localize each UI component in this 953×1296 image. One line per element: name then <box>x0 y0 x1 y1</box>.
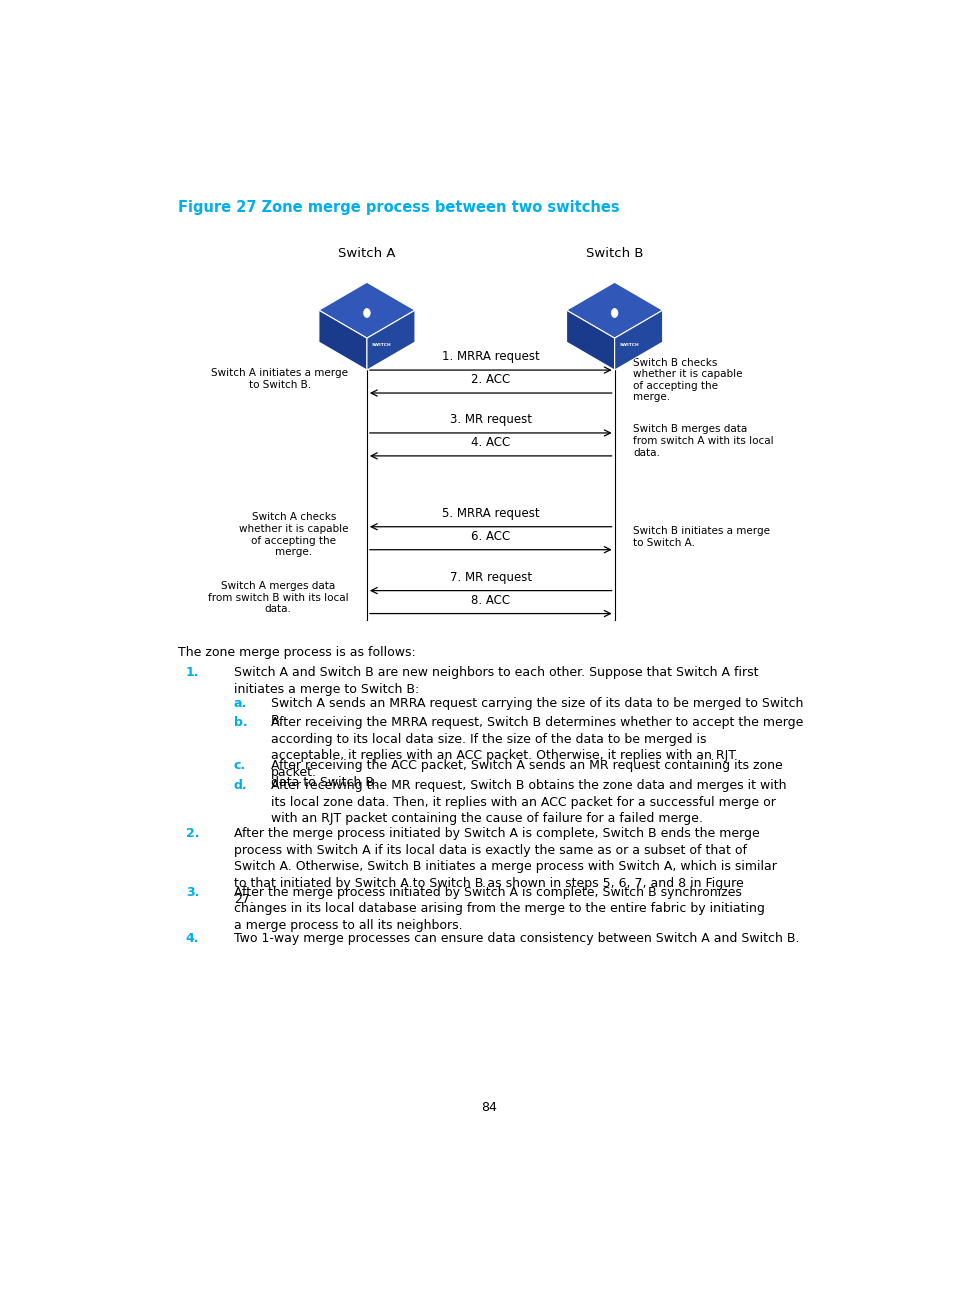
Text: Switch A merges data
from switch B with its local
data.: Switch A merges data from switch B with … <box>208 581 348 614</box>
Text: After the merge process initiated by Switch A is complete, Switch B ends the mer: After the merge process initiated by Swi… <box>233 827 776 906</box>
Text: 7. MR request: 7. MR request <box>449 570 531 583</box>
Text: a.: a. <box>233 697 247 710</box>
Text: SWITCH: SWITCH <box>618 343 639 347</box>
Polygon shape <box>566 283 662 338</box>
Text: 3.: 3. <box>186 886 199 899</box>
Text: After receiving the MRRA request, Switch B determines whether to accept the merg: After receiving the MRRA request, Switch… <box>271 717 802 779</box>
Polygon shape <box>614 310 662 371</box>
Text: After receiving the ACC packet, Switch A sends an MR request containing its zone: After receiving the ACC packet, Switch A… <box>271 759 781 789</box>
Text: Switch A checks
whether it is capable
of accepting the
merge.: Switch A checks whether it is capable of… <box>238 512 348 557</box>
Text: Figure 27 Zone merge process between two switches: Figure 27 Zone merge process between two… <box>178 201 619 215</box>
Text: 2. ACC: 2. ACC <box>471 373 510 386</box>
Text: 5. MRRA request: 5. MRRA request <box>441 507 539 520</box>
Text: Switch B checks
whether it is capable
of accepting the
merge.: Switch B checks whether it is capable of… <box>633 358 741 403</box>
Text: 84: 84 <box>480 1100 497 1113</box>
Text: Switch A sends an MRRA request carrying the size of its data to be merged to Swi: Switch A sends an MRRA request carrying … <box>271 697 802 727</box>
Text: SWITCH: SWITCH <box>371 343 391 347</box>
Polygon shape <box>318 310 367 371</box>
Text: Switch B initiates a merge
to Switch A.: Switch B initiates a merge to Switch A. <box>633 526 769 547</box>
Text: After receiving the MR request, Switch B obtains the zone data and merges it wit: After receiving the MR request, Switch B… <box>271 779 785 826</box>
Polygon shape <box>367 310 415 371</box>
Text: Two 1-way merge processes can ensure data consistency between Switch A and Switc: Two 1-way merge processes can ensure dat… <box>233 932 799 945</box>
Text: Switch B merges data
from switch A with its local
data.: Switch B merges data from switch A with … <box>633 424 773 457</box>
Text: After the merge process initiated by Switch A is complete, Switch B synchronizes: After the merge process initiated by Swi… <box>233 886 764 932</box>
Polygon shape <box>318 283 415 338</box>
Circle shape <box>363 308 370 318</box>
Circle shape <box>611 308 618 318</box>
Text: 4. ACC: 4. ACC <box>471 435 510 448</box>
Text: Switch A initiates a merge
to Switch B.: Switch A initiates a merge to Switch B. <box>212 368 348 390</box>
Text: 1.: 1. <box>186 666 199 679</box>
Text: d.: d. <box>233 779 247 792</box>
Text: Switch A: Switch A <box>337 248 395 260</box>
Text: Switch B: Switch B <box>585 248 642 260</box>
Text: 1. MRRA request: 1. MRRA request <box>441 350 539 363</box>
Text: 2.: 2. <box>186 827 199 840</box>
Text: 3. MR request: 3. MR request <box>449 413 531 426</box>
Text: b.: b. <box>233 717 247 730</box>
Text: c.: c. <box>233 759 246 772</box>
Text: 6. ACC: 6. ACC <box>471 530 510 543</box>
Text: 4.: 4. <box>186 932 199 945</box>
Text: The zone merge process is as follows:: The zone merge process is as follows: <box>178 647 416 660</box>
Polygon shape <box>566 310 614 371</box>
Text: Switch A and Switch B are new neighbors to each other. Suppose that Switch A fir: Switch A and Switch B are new neighbors … <box>233 666 758 696</box>
Text: 8. ACC: 8. ACC <box>471 594 510 607</box>
